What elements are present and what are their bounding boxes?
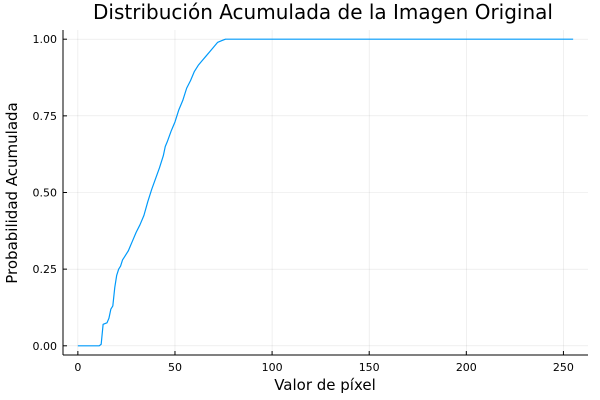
chart-title: Distribución Acumulada de la Imagen Orig…	[93, 0, 553, 24]
y-tick-label: 0.25	[33, 263, 58, 276]
x-tick-label: 150	[359, 361, 380, 374]
x-tick-label: 50	[168, 361, 182, 374]
y-tick-label: 0.50	[33, 187, 58, 200]
cdf-series-line	[77, 38, 574, 347]
x-tick-label: 250	[553, 361, 574, 374]
ticks-layer: 0 50 100 150 200 250 0.00 0.25 0.50 0.75 1.00	[33, 33, 574, 374]
grid-layer	[63, 30, 588, 355]
y-tick-label: 0.75	[33, 110, 58, 123]
x-tick-label: 200	[456, 361, 477, 374]
series-layer	[77, 38, 574, 347]
x-tick-label: 100	[262, 361, 283, 374]
y-tick-label: 1.00	[33, 33, 58, 46]
x-tick-label: 0	[74, 361, 81, 374]
y-tick-label: 0.00	[33, 340, 58, 353]
y-axis-label: Probabilidad Acumulada	[3, 102, 21, 283]
x-axis-label: Valor de píxel	[274, 376, 376, 394]
